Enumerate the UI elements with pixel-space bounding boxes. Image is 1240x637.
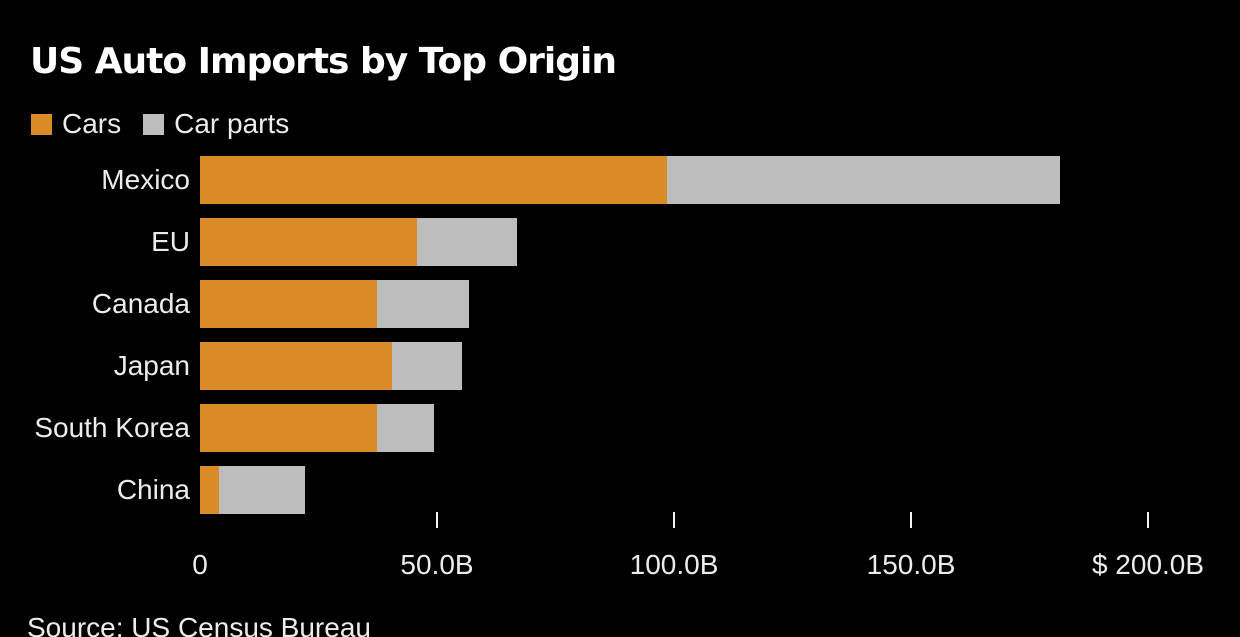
- x-axis-tick-label: 100.0B: [629, 549, 719, 580]
- bar-south-korea-cars: [200, 404, 377, 452]
- category-label-china: China: [116, 474, 190, 505]
- bar-canada-car-parts: [376, 280, 470, 328]
- x-axis-tick-mark: [436, 512, 438, 528]
- source-note: Source: US Census Bureau: [27, 612, 371, 637]
- x-axis-tick-label: 0: [192, 549, 208, 580]
- category-label-eu: EU: [151, 226, 190, 257]
- legend-swatch-cars: [31, 113, 52, 135]
- bar-japan-car-parts: [391, 342, 462, 390]
- bar-eu-cars: [200, 218, 418, 266]
- x-axis-tick-label: $ 200.0B: [1091, 549, 1205, 580]
- x-axis-tick-mark: [910, 512, 912, 528]
- bar-mexico-cars: [200, 156, 667, 204]
- bar-china-cars: [200, 466, 219, 514]
- x-axis-tick-mark: [1147, 512, 1149, 528]
- legend-swatch-car-parts: [143, 113, 165, 135]
- x-axis-tick-label: 50.0B: [400, 549, 474, 580]
- bar-south-korea-car-parts: [376, 404, 435, 452]
- x-axis-tick-mark: [673, 512, 675, 528]
- bar-china-car-parts: [218, 466, 305, 514]
- category-label-south-korea: South Korea: [34, 412, 190, 443]
- legend: Cars Car parts: [31, 108, 311, 139]
- chart-title: US Auto Imports by Top Origin: [30, 41, 617, 82]
- bar-japan-cars: [200, 342, 392, 390]
- bar-canada-cars: [200, 280, 377, 328]
- category-label-mexico: Mexico: [101, 164, 190, 195]
- x-axis-tick-label: 150.0B: [866, 549, 956, 580]
- category-label-japan: Japan: [113, 350, 190, 381]
- bar-eu-car-parts: [417, 218, 518, 266]
- legend-label: Car parts: [174, 108, 290, 139]
- legend-label: Cars: [62, 108, 122, 139]
- bar-mexico-car-parts: [666, 156, 1060, 204]
- category-label-canada: Canada: [91, 288, 190, 319]
